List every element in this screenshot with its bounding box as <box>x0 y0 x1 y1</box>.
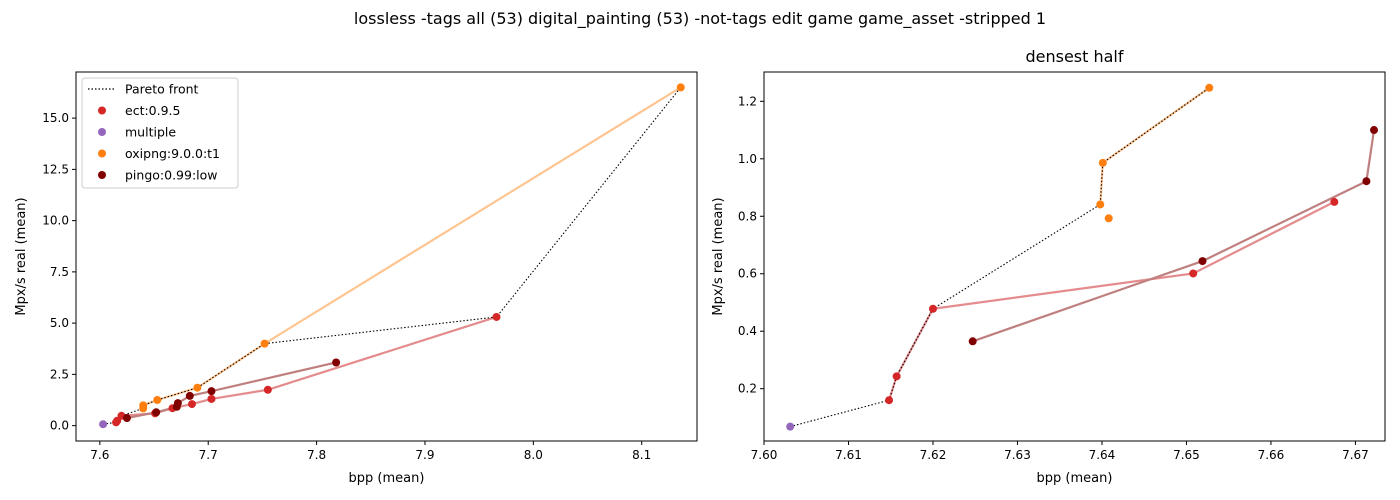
left-xtick-label: 7.6 <box>90 448 109 462</box>
legend: Pareto front ect:0.9.5 multiple oxipng:9.0.… <box>81 77 239 189</box>
right-ytick-label: 0.2 <box>738 382 757 396</box>
left-ytick-label: 5.0 <box>50 316 69 330</box>
legend-label: Pareto front <box>125 82 199 97</box>
right-ytick-label: 1.2 <box>738 94 757 108</box>
legend-label: multiple <box>125 125 176 140</box>
right-data-point <box>786 422 795 431</box>
right-data-point <box>1362 177 1371 186</box>
right-series-line <box>887 200 1335 401</box>
left-data-point <box>207 394 216 403</box>
right-data-point <box>1104 214 1113 223</box>
left-data-point <box>187 400 196 409</box>
right-data-point <box>1189 269 1198 278</box>
left-plot: bpp (mean) Mpx/s real (mean) 7.6 7.7 7.8 7.… <box>14 71 698 486</box>
left-data-point <box>263 385 272 394</box>
right-plot: densest half bpp (mean) Mpx/s real (mean… <box>711 47 1386 486</box>
legend-label: pingo:0.99:low <box>125 168 218 183</box>
right-data-point <box>1198 257 1207 266</box>
right-ytick-label: 0.4 <box>738 324 757 338</box>
legend-swatch <box>98 149 106 158</box>
right-xtick-label: 7.67 <box>1342 448 1369 462</box>
left-data-point <box>492 312 501 321</box>
left-xtick-label: 8.1 <box>632 448 651 462</box>
left-xtick-label: 7.7 <box>199 448 218 462</box>
left-data-point <box>207 387 216 396</box>
left-ylabel: Mpx/s real (mean) <box>14 197 29 315</box>
left-data-point <box>153 396 162 404</box>
left-ytick-label: 7.5 <box>50 265 69 279</box>
right-data-point <box>892 372 901 381</box>
left-ytick-label: 2.5 <box>50 367 69 381</box>
figure-suptitle: lossless -tags all (53) digital_painting… <box>354 9 1046 29</box>
left-data-point <box>332 358 341 367</box>
left-data-point <box>173 399 182 408</box>
legend-label: oxipng:9.0.0:t1 <box>125 146 220 161</box>
left-data-point <box>260 339 269 348</box>
left-data-point <box>139 401 148 410</box>
right-title: densest half <box>1025 47 1123 66</box>
right-pareto-front-line <box>790 87 1210 428</box>
right-data-point <box>1205 83 1214 92</box>
right-ylabel: Mpx/s real (mean) <box>711 197 726 315</box>
right-data-point <box>968 337 977 346</box>
left-data-point <box>99 420 108 429</box>
left-xtick-label: 7.9 <box>415 448 434 462</box>
right-ytick-label: 0.8 <box>738 209 757 223</box>
left-xlabel: bpp (mean) <box>349 471 425 486</box>
right-xtick-label: 7.66 <box>1258 448 1285 462</box>
right-series-line <box>972 129 1376 343</box>
legend-box <box>81 77 239 189</box>
right-data-point <box>1098 158 1107 167</box>
right-data-point <box>928 304 937 313</box>
left-xtick-label: 8.0 <box>524 448 543 462</box>
left-ytick-label: 12.5 <box>42 162 69 176</box>
left-data-point <box>193 383 202 392</box>
left-ytick-label: 0.0 <box>50 419 69 433</box>
right-xtick-label: 7.63 <box>1004 448 1031 462</box>
left-plot-frame <box>75 71 698 442</box>
right-xtick-label: 7.62 <box>920 448 947 462</box>
right-ytick-label: 0.6 <box>738 267 757 281</box>
left-ytick-label: 15.0 <box>42 111 69 125</box>
left-data-point <box>676 83 685 92</box>
right-xtick-label: 7.64 <box>1089 448 1116 462</box>
legend-label: ect:0.9.5 <box>125 103 180 118</box>
right-ytick-label: 1.0 <box>738 152 757 166</box>
right-xtick-label: 7.60 <box>751 448 778 462</box>
right-plot-frame <box>763 71 1386 442</box>
right-data-point <box>1370 126 1379 135</box>
right-xtick-label: 7.65 <box>1173 448 1200 462</box>
right-xlabel: bpp (mean) <box>1037 471 1113 486</box>
right-data-point <box>885 396 894 405</box>
right-series-line <box>1099 86 1210 205</box>
left-data-point <box>152 408 161 417</box>
left-xtick-label: 7.8 <box>307 448 326 462</box>
legend-swatch <box>98 171 106 179</box>
legend-swatch <box>98 106 106 115</box>
right-xtick-label: 7.61 <box>835 448 862 462</box>
left-data-point <box>122 414 131 423</box>
left-data-point <box>185 391 194 400</box>
left-ytick-label: 10.0 <box>42 214 69 228</box>
legend-swatch <box>98 128 106 136</box>
right-data-point <box>1096 200 1105 209</box>
right-data-point <box>1330 197 1339 206</box>
